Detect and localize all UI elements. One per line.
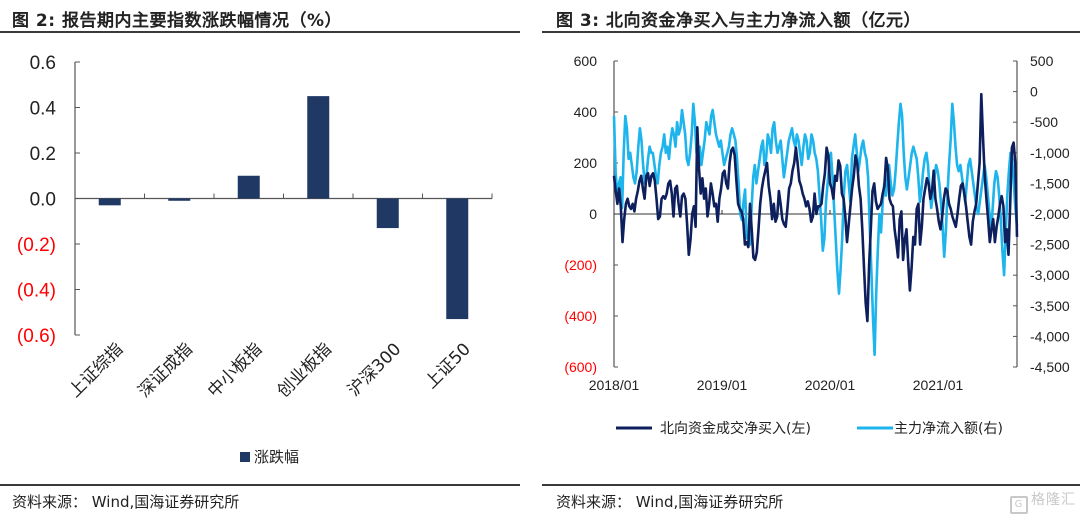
watermark-logo-icon: G [1010,496,1028,514]
bar-1 [168,198,191,201]
left-y-tick-label: (600) [564,359,597,375]
bar-y-tick-label: 0.4 [30,99,57,120]
line-y-axis-right: 500 0 -500 -1,000 -1,500 -2,000 -2,500 -3,000 -3… [1013,53,1070,375]
bar-y-tick-label: 0.2 [30,144,56,165]
right-chart-title: 图 3: 北向资金净买入与主力净流入额（亿元） [556,11,921,31]
left-source-rule [0,484,520,486]
left-y-tick-label: 400 [574,104,598,120]
line-legend: 北向资金成交净买入(左) 主力净流入额(右) [616,420,1003,437]
northbound-line [612,92,1019,323]
right-y-tick-label: 0 [1030,84,1038,100]
legend-label-bar: 涨跌幅 [254,448,299,466]
right-y-tick-label: -1,500 [1030,175,1070,191]
bar-legend: 涨跌幅 [240,448,299,466]
left-y-tick-label: (200) [564,257,597,273]
bar-chart: 0.60.40.20.0(0.2)(0.4)(0.6) 上证综指 深证成指 中小板指… [17,53,493,466]
left-y-tick-label: 600 [574,53,598,69]
line-chart: 600 400 200 0 (200) (400) (600) 500 0 -500 -1,000… [564,53,1070,437]
bar-5 [446,198,469,320]
bar-y-axis: 0.6 0.4 0.2 0.0 (0.2) (0.4) (0.6) [17,53,80,347]
left-y-tick-label: (400) [564,308,597,324]
main-force-line [612,102,1019,357]
line-x-axis: 2018/01 2019/01 2020/01 2021/01 [589,210,1017,393]
right-y-tick-label: -2,500 [1030,237,1070,253]
bar-y-tick-label: (0.2) [17,235,56,256]
right-y-tick-label: -4,000 [1030,328,1070,344]
bar-y-tick-label: (0.4) [17,281,56,302]
line-x-tick-label: 2020/01 [805,377,856,393]
left-chart-title: 图 2: 报告期内主要指数涨跌幅情况（%） [12,11,342,31]
bar-4 [376,198,399,229]
right-title-rule [542,31,1080,33]
right-y-tick-label: -4,500 [1030,359,1070,375]
bar-3 [307,96,330,199]
left-source-note: 资料来源： Wind,国海证券研究所 [12,493,240,511]
bar-2 [237,175,260,199]
watermark-text: 格隆汇 [1031,492,1076,508]
bar-y-tick-label: 0.6 [30,53,56,74]
right-y-tick-label: 500 [1030,53,1054,69]
right-y-tick-label: -2,000 [1030,206,1070,222]
right-y-tick-label: -3,500 [1030,298,1070,314]
bar-marks [98,96,469,320]
bar-y-tick-label: 0.0 [30,190,56,211]
right-y-tick-label: -3,000 [1030,267,1070,283]
line-y-axis-left: 600 400 200 0 (200) (400) (600) [564,53,618,375]
left-y-tick-label: 0 [589,206,597,222]
watermark: G 格隆汇 [1010,489,1076,514]
bar-x-axis [75,193,493,200]
right-y-tick-label: -1,000 [1030,145,1070,161]
right-source-note: 资料来源： Wind,国海证券研究所 [556,493,784,511]
legend-label-main-force: 主力净流入额(右) [894,421,1003,437]
left-title-rule [0,31,520,33]
right-source-rule [542,484,1080,486]
line-x-tick-label: 2019/01 [697,377,748,393]
bar-0 [98,198,121,206]
right-y-tick-label: -500 [1030,114,1058,130]
left-y-tick-label: 200 [574,155,598,171]
legend-swatch-bar [240,452,250,462]
line-x-tick-label: 2021/01 [913,377,964,393]
legend-label-northbound: 北向资金成交净买入(左) [660,420,811,437]
line-x-tick-label: 2018/01 [589,377,640,393]
bar-y-tick-label: (0.6) [17,326,56,347]
line-marks [612,92,1019,357]
